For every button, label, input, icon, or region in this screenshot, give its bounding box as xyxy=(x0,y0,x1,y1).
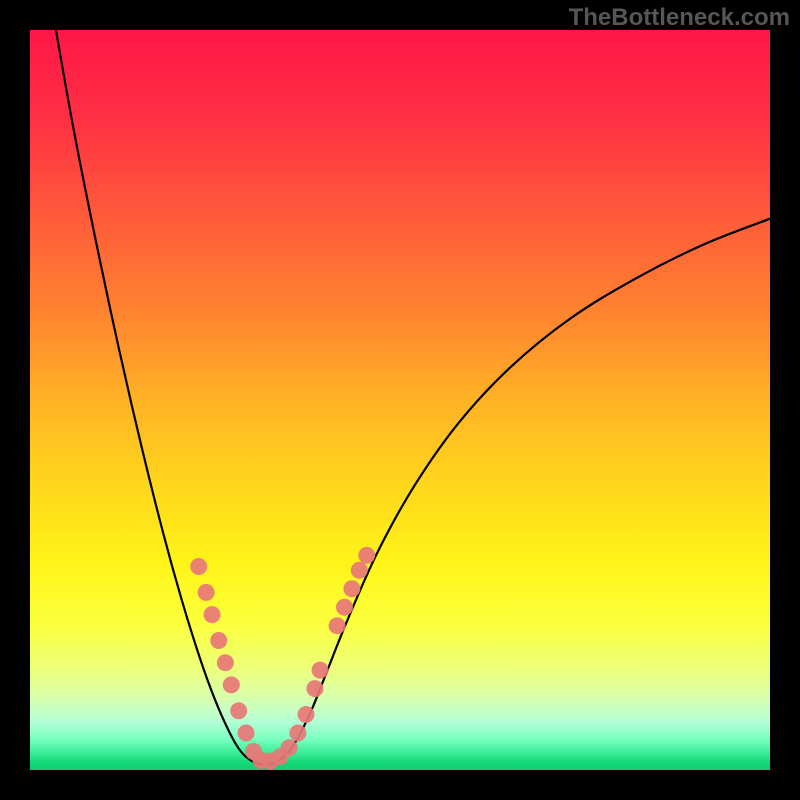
data-marker xyxy=(306,680,323,697)
data-marker xyxy=(223,676,240,693)
chart-container: TheBottleneck.com xyxy=(0,0,800,800)
data-marker xyxy=(238,725,255,742)
data-marker xyxy=(312,662,329,679)
data-marker xyxy=(298,706,315,723)
watermark-text: TheBottleneck.com xyxy=(569,4,790,32)
data-marker xyxy=(230,702,247,719)
data-marker xyxy=(358,547,375,564)
data-marker xyxy=(190,558,207,575)
data-marker xyxy=(281,739,298,756)
data-marker xyxy=(351,562,368,579)
data-marker xyxy=(329,617,346,634)
data-marker xyxy=(204,606,221,623)
data-marker xyxy=(289,725,306,742)
bottleneck-chart xyxy=(0,0,800,800)
plot-background xyxy=(30,30,770,770)
data-marker xyxy=(336,599,353,616)
data-marker xyxy=(217,654,234,671)
data-marker xyxy=(343,580,360,597)
data-marker xyxy=(210,632,227,649)
data-marker xyxy=(198,584,215,601)
